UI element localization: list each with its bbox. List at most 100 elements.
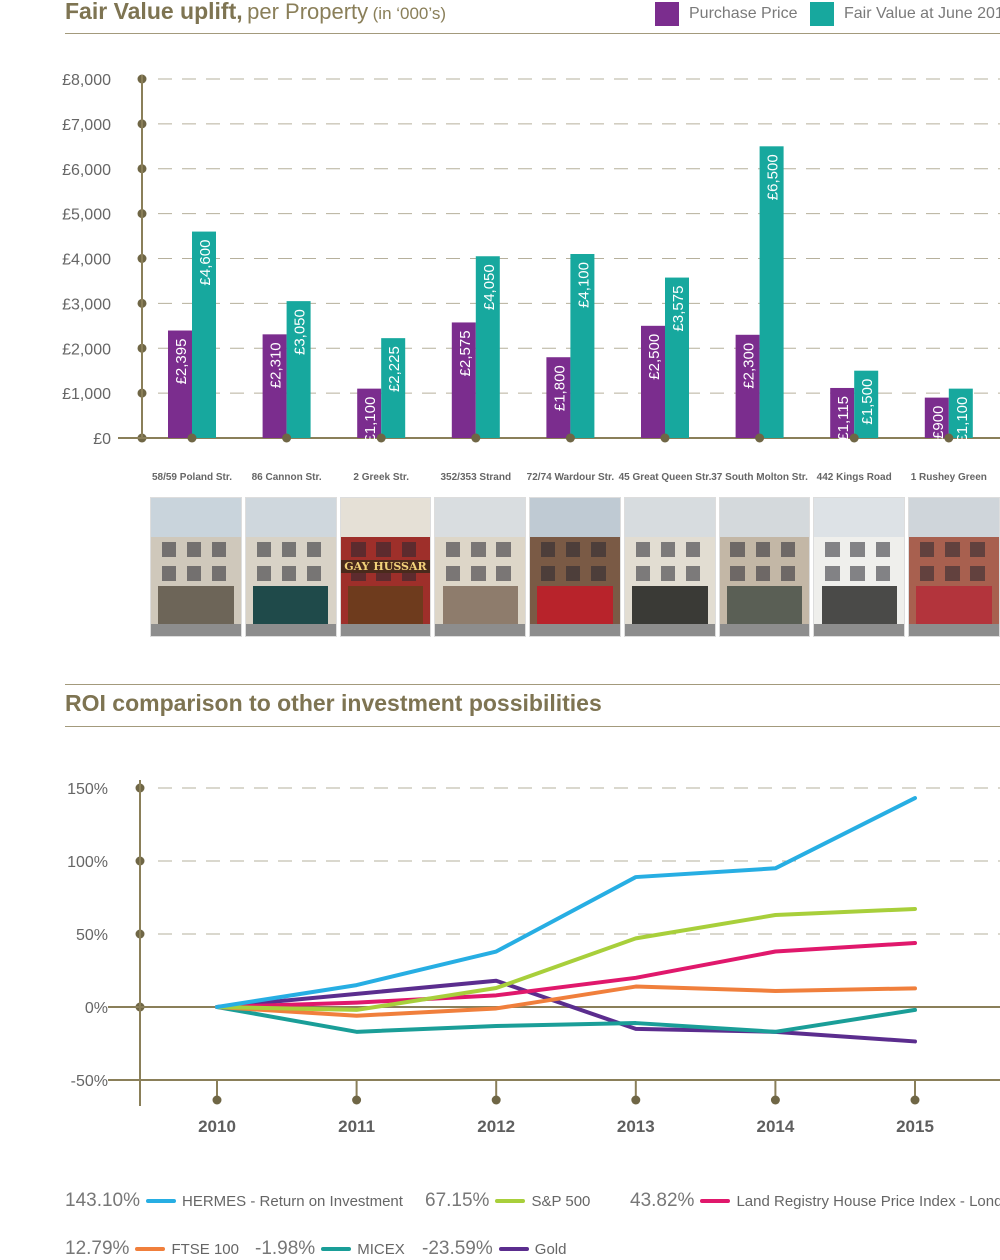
photo-window xyxy=(281,565,297,581)
bar xyxy=(830,387,855,438)
photo-street xyxy=(624,623,715,636)
roi-line-chart: -50% 0% 50% 100% 150% 2010 2011 2012 2013 2014 201… xyxy=(67,780,1000,1136)
x-category-label: 1 Rushey Green xyxy=(911,472,987,483)
x-category-label: 72/74 Wardour Str. xyxy=(527,472,615,483)
photo-window xyxy=(471,542,486,558)
bar xyxy=(665,277,689,438)
property-photo xyxy=(813,497,906,637)
photo-shopfront xyxy=(632,586,708,625)
photo-window xyxy=(256,565,271,581)
photo-sky xyxy=(435,498,526,537)
photo-window xyxy=(875,565,890,581)
photo-window xyxy=(566,542,581,558)
bar-chart-top-rule xyxy=(65,33,1000,34)
bar xyxy=(759,146,784,438)
photo-window xyxy=(730,542,745,558)
bar-value-label: £1,500 xyxy=(859,379,876,425)
bar-value-label: £3,050 xyxy=(292,309,309,355)
y-tick-label: £1,000 xyxy=(62,386,111,403)
legend-swatch-purchase xyxy=(655,2,679,26)
legend-label-fair-value: Fair Value at June 2015 xyxy=(844,5,1000,22)
x-tick-dot xyxy=(187,433,197,443)
x-tick-dot xyxy=(491,1095,501,1105)
y-tick-label: 150% xyxy=(67,781,108,798)
photo-sign: GAY HUSSAR xyxy=(340,560,431,573)
x-tick-dot xyxy=(770,1095,780,1105)
bar-chart-subtitle: per Property xyxy=(247,0,369,24)
bar xyxy=(381,338,406,438)
property-photo xyxy=(718,497,811,637)
legend-hermes-label: HERMES - Return on Investment xyxy=(182,1192,403,1210)
photo-window xyxy=(401,542,416,558)
photo-window xyxy=(660,542,676,558)
photo-sky xyxy=(530,498,620,537)
bar-value-label: £1,100 xyxy=(954,397,971,443)
bar-value-label: £900 xyxy=(930,406,947,439)
bar xyxy=(357,388,382,438)
bar-value-label: £1,115 xyxy=(835,396,852,441)
photo-street xyxy=(530,623,620,636)
photo-sky xyxy=(719,498,810,537)
legend-ftse-label: FTSE 100 xyxy=(171,1240,239,1258)
photo-street xyxy=(909,623,1000,636)
photo-window xyxy=(635,542,651,558)
property-photo xyxy=(434,497,527,637)
bar-value-label: £2,395 xyxy=(173,339,190,385)
bar-value-label: £3,575 xyxy=(670,286,687,332)
legend-land-registry-label: Land Registry House Price Index - London xyxy=(736,1192,1000,1210)
photo-window xyxy=(780,565,796,581)
property-photo-strip: GAY HUSSAR xyxy=(150,497,1000,637)
bar-value-label: £4,600 xyxy=(197,240,214,286)
photo-shopfront xyxy=(252,586,329,625)
photo-shopfront xyxy=(726,586,803,625)
bar xyxy=(546,357,571,438)
bar-value-label: £4,050 xyxy=(481,264,498,310)
photo-window xyxy=(920,565,935,581)
photo-window xyxy=(591,542,606,558)
x-tick-dot xyxy=(944,433,954,443)
roi-top-rule xyxy=(65,684,1000,685)
y-tick-label: £7,000 xyxy=(62,117,111,134)
legend-land-registry-value: 43.82% xyxy=(630,1190,695,1211)
x-tick-dot xyxy=(631,1095,641,1105)
bar-chart-unit-note: (in ‘000’s) xyxy=(372,4,447,23)
photo-sky xyxy=(245,498,336,537)
photo-sky xyxy=(624,498,715,537)
legend-gold-label: Gold xyxy=(534,1240,567,1258)
photo-street xyxy=(719,623,810,636)
photo-window xyxy=(755,565,770,581)
x-category-label: 442 Kings Road xyxy=(817,472,892,483)
x-tick-label: 2014 xyxy=(756,1117,794,1136)
photo-window xyxy=(850,542,865,558)
legend-gold-line xyxy=(498,1247,529,1251)
photo-window xyxy=(685,542,701,558)
photo-window xyxy=(212,542,227,558)
y-tick-label: 50% xyxy=(76,927,108,944)
x-tick-dot xyxy=(660,433,670,443)
photo-window xyxy=(212,565,227,581)
legend-land-registry-line xyxy=(700,1199,731,1203)
legend-micex: -1.98% MICEX xyxy=(255,1238,405,1260)
x-tick-label: 2011 xyxy=(338,1117,375,1136)
photo-shopfront xyxy=(821,586,898,625)
photo-shopfront xyxy=(442,586,518,625)
photo-window xyxy=(850,565,865,581)
y-tick-label: -50% xyxy=(71,1073,108,1090)
bar-value-label: £4,100 xyxy=(575,262,592,308)
photo-window xyxy=(471,565,486,581)
y-tick-label: 0% xyxy=(85,1000,108,1017)
series-line xyxy=(215,984,917,1018)
photo-shopfront xyxy=(537,586,613,625)
legend-hermes-value: 143.10% xyxy=(65,1190,141,1211)
photo-window xyxy=(685,565,701,581)
x-tick-dot xyxy=(565,433,575,443)
x-tick-dot xyxy=(471,433,481,443)
photo-street xyxy=(435,623,526,636)
x-tick-label: 2013 xyxy=(617,1117,655,1136)
x-tick-label: 2012 xyxy=(477,1117,515,1136)
bar-value-label: £2,310 xyxy=(268,342,285,388)
legend-ftse-value: 12.79% xyxy=(65,1238,130,1259)
legend-micex-line xyxy=(321,1247,352,1251)
legend-swatch-fair-value xyxy=(810,2,834,26)
bar-value-label: £1,800 xyxy=(551,365,568,411)
